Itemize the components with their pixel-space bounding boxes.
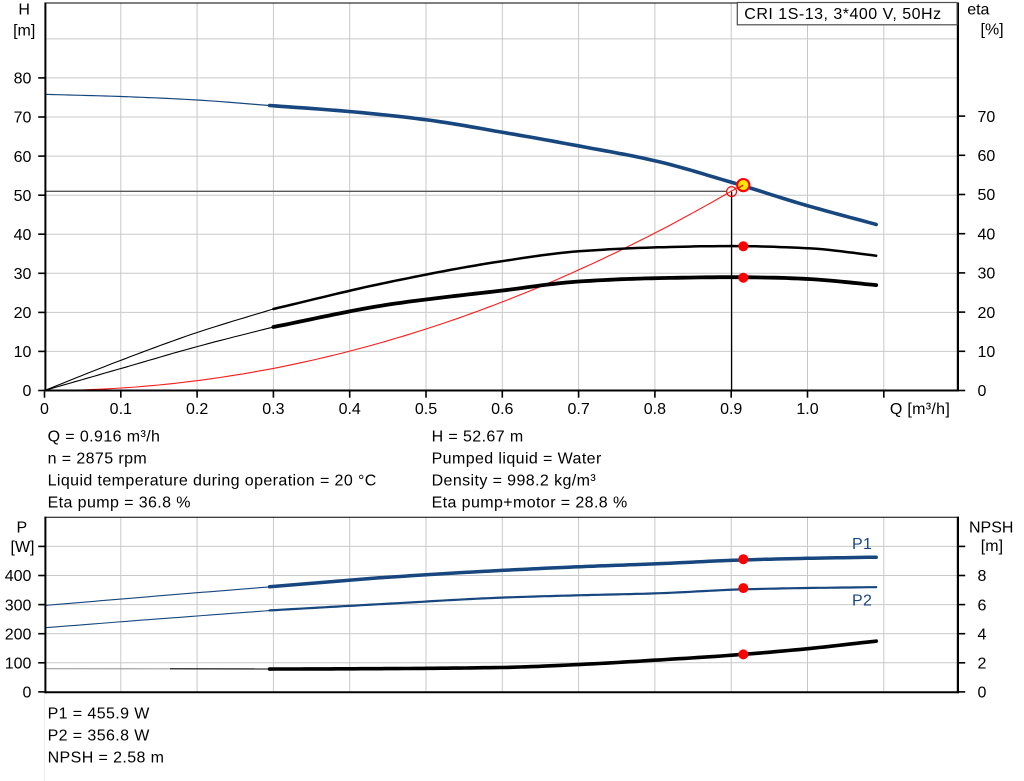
svg-text:0.8: 0.8: [644, 401, 666, 418]
svg-text:0: 0: [978, 685, 987, 702]
svg-text:Eta pump = 36.8 %: Eta pump = 36.8 %: [48, 495, 191, 512]
svg-text:H = 52.67 m: H = 52.67 m: [432, 429, 524, 446]
svg-text:Density = 998.2 kg/m³: Density = 998.2 kg/m³: [432, 473, 597, 490]
svg-text:0.9: 0.9: [720, 401, 742, 418]
svg-text:P: P: [16, 519, 27, 536]
svg-text:70: 70: [14, 110, 32, 127]
svg-text:1.0: 1.0: [796, 401, 818, 418]
svg-text:20: 20: [978, 305, 996, 322]
svg-text:Q [m³/h]: Q [m³/h]: [890, 401, 950, 418]
svg-text:2: 2: [978, 656, 987, 673]
svg-text:NPSH: NPSH: [969, 520, 1013, 537]
svg-text:6: 6: [978, 597, 987, 614]
svg-text:P1: P1: [852, 536, 872, 553]
svg-text:40: 40: [978, 226, 996, 243]
svg-text:0: 0: [40, 401, 49, 418]
svg-text:400: 400: [5, 568, 32, 585]
svg-text:CRI 1S-13, 3*400 V, 50Hz: CRI 1S-13, 3*400 V, 50Hz: [744, 6, 941, 23]
svg-text:Q = 0.916 m³/h: Q = 0.916 m³/h: [48, 429, 161, 446]
svg-text:[W]: [W]: [11, 539, 35, 556]
svg-text:80: 80: [14, 71, 32, 88]
svg-text:300: 300: [5, 597, 32, 614]
svg-text:60: 60: [978, 148, 996, 165]
svg-text:8: 8: [978, 568, 987, 585]
svg-text:200: 200: [5, 626, 32, 643]
svg-text:100: 100: [5, 656, 32, 673]
svg-text:10: 10: [978, 344, 996, 361]
svg-text:50: 50: [978, 187, 996, 204]
svg-text:0.3: 0.3: [262, 401, 284, 418]
svg-text:20: 20: [14, 305, 32, 322]
svg-text:Pumped liquid = Water: Pumped liquid = Water: [432, 451, 602, 468]
svg-text:0.4: 0.4: [339, 401, 361, 418]
svg-text:[m]: [m]: [13, 22, 35, 39]
svg-text:0.6: 0.6: [491, 401, 513, 418]
svg-text:0.1: 0.1: [110, 401, 132, 418]
svg-text:Eta pump+motor = 28.8 %: Eta pump+motor = 28.8 %: [432, 495, 628, 512]
svg-text:P2 = 356.8 W: P2 = 356.8 W: [48, 727, 151, 744]
svg-text:30: 30: [14, 266, 32, 283]
svg-text:4: 4: [978, 626, 987, 643]
svg-text:10: 10: [14, 344, 32, 361]
svg-text:70: 70: [978, 109, 996, 126]
svg-text:n = 2875 rpm: n = 2875 rpm: [48, 451, 148, 468]
svg-text:40: 40: [14, 227, 32, 244]
svg-text:50: 50: [14, 188, 32, 205]
svg-text:0: 0: [978, 383, 987, 400]
svg-text:0.7: 0.7: [567, 401, 589, 418]
svg-text:0.5: 0.5: [415, 401, 437, 418]
svg-text:P2: P2: [852, 593, 872, 610]
svg-text:0.2: 0.2: [186, 401, 208, 418]
svg-text:30: 30: [978, 266, 996, 283]
svg-text:H: H: [18, 2, 30, 19]
svg-text:eta: eta: [967, 2, 989, 19]
svg-text:[%]: [%]: [981, 21, 1004, 38]
svg-text:0: 0: [22, 685, 31, 702]
svg-text:0: 0: [22, 383, 31, 400]
svg-text:P1 = 455.9 W: P1 = 455.9 W: [48, 706, 151, 723]
svg-text:Liquid temperature during oper: Liquid temperature during operation = 20…: [48, 473, 377, 490]
svg-text:[m]: [m]: [981, 538, 1003, 555]
svg-text:60: 60: [14, 149, 32, 166]
svg-text:NPSH = 2.58 m: NPSH = 2.58 m: [48, 749, 165, 766]
